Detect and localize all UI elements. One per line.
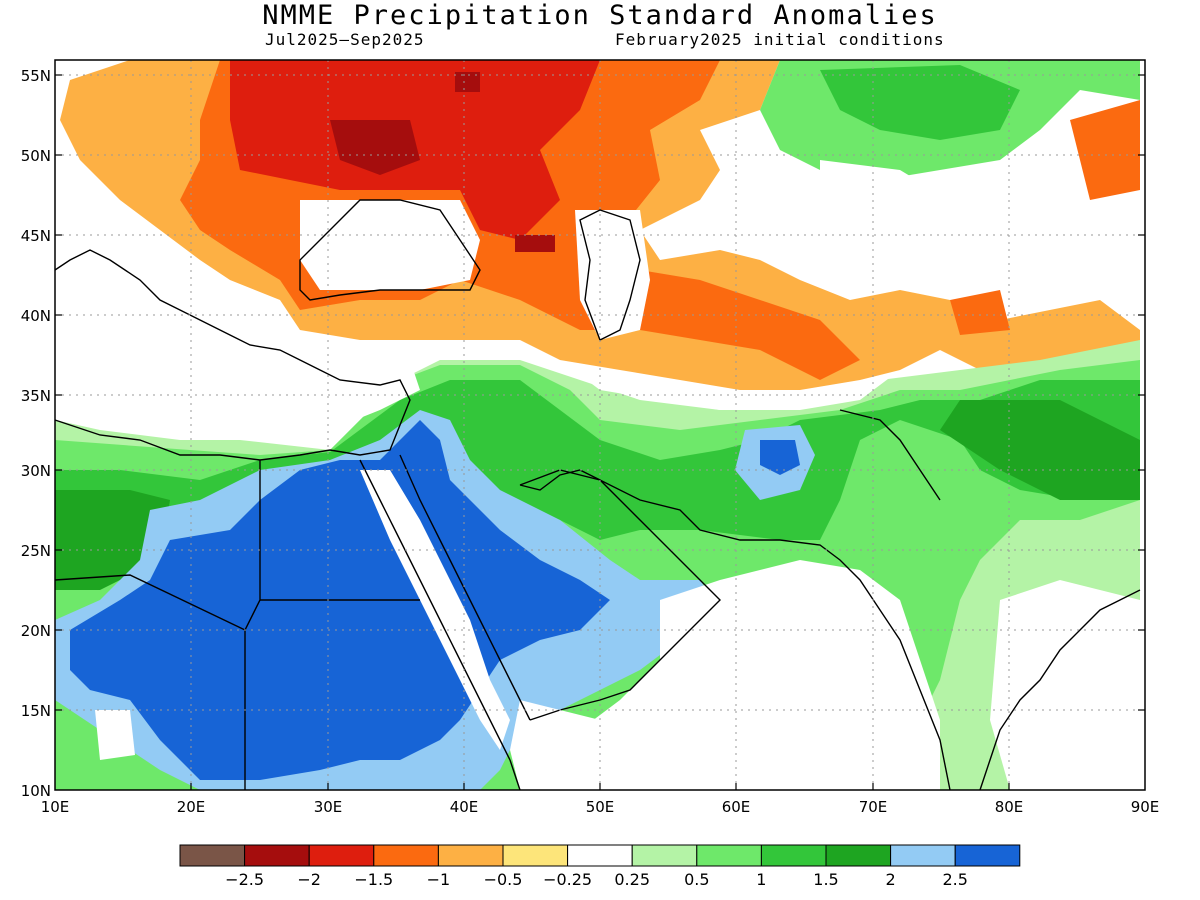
forecast-period: Jul2025–Sep2025 [265, 30, 425, 49]
legend-swatch-12 [954, 844, 1021, 867]
legend-swatch-6 [567, 844, 633, 867]
coastline-persian-gulf [519, 469, 951, 791]
anomaly-field-wet-siberia-core [820, 65, 1020, 140]
legend-swatch-2 [308, 844, 375, 867]
lon-label-60: 60E [722, 798, 751, 816]
lat-label-35: 35N [21, 387, 51, 405]
legend-swatch-7 [631, 844, 698, 867]
legend-label-8: 1 [756, 870, 766, 889]
coastline-black-sea [299, 199, 481, 301]
anomaly-field-dry-max-3 [515, 235, 555, 252]
legend-label-0: −2.5 [225, 870, 264, 889]
anomaly-field-extreme-wet-pakistan [760, 440, 800, 475]
lat-label-30: 30N [21, 462, 51, 480]
legend-swatch-8 [696, 844, 762, 867]
legend-swatch-0 [179, 844, 246, 867]
coastlines [54, 199, 1141, 791]
legend-swatch-4 [437, 844, 504, 867]
anomaly-field-normal-bay-bengal [990, 580, 1140, 790]
lat-labels: 55N 50N 45N 40N 35N 30N 25N 20N 15N 10N [21, 67, 51, 800]
lon-labels: 10E 20E 30E 40E 50E 60E 70E 80E 90E [41, 798, 1160, 816]
anomaly-field-normal-caspian [575, 210, 650, 340]
legend-label-6: 0.25 [614, 870, 650, 889]
color-legend: −2.5 −2 −1.5 −1 −0.5 −0.25 0.25 0.5 1 1.5 2 2.5 [179, 844, 1021, 889]
anomaly-field-dry-tibet [950, 290, 1010, 335]
legend-label-9: 1.5 [813, 870, 838, 889]
lat-label-50: 50N [21, 147, 51, 165]
lat-label-20: 20N [21, 622, 51, 640]
lat-label-15: 15N [21, 702, 51, 720]
coastline-mediterranean [54, 249, 411, 461]
coastline-arabia [519, 469, 721, 721]
coastline-horn-africa [509, 759, 521, 791]
anomaly-field-normal-east-africa [510, 700, 640, 790]
anomaly-field-normal-west-africa [95, 710, 135, 760]
lon-label-20: 20E [177, 798, 206, 816]
coastline-red-sea [359, 459, 511, 761]
lat-label-25: 25N [21, 542, 51, 560]
anomaly-field-normal-black-sea [300, 200, 480, 290]
coastline-caspian [579, 209, 641, 341]
legend-swatch-3 [373, 844, 439, 867]
chart-title: NMME Precipitation Standard Anomalies [262, 0, 938, 31]
legend-swatch-11 [890, 844, 956, 867]
lon-ticks [190, 783, 1010, 790]
lat-label-10: 10N [21, 782, 51, 800]
legend-label-11: 2.5 [942, 870, 967, 889]
initial-conditions: February2025 initial conditions [615, 30, 945, 49]
lon-label-10: 10E [41, 798, 70, 816]
legend-label-3: −1 [427, 870, 451, 889]
legend-swatch-5 [502, 844, 569, 867]
anomaly-field-dry-east [1070, 100, 1140, 200]
anomaly-field-dry-max-2 [455, 72, 480, 92]
lon-label-90: 90E [1131, 798, 1160, 816]
lat-label-45: 45N [21, 227, 51, 245]
lon-label-50: 50E [586, 798, 615, 816]
legend-label-5: −0.25 [543, 870, 592, 889]
legend-label-7: 0.5 [684, 870, 709, 889]
border-india-pakistan [839, 409, 941, 501]
anomaly-field-normal-iran [560, 360, 900, 410]
lat-label-55: 55N [21, 67, 51, 85]
legend-label-10: 2 [886, 870, 896, 889]
lat-ticks [55, 74, 1145, 711]
coastline-india [979, 589, 1141, 791]
anomaly-field-dry-max-1 [330, 120, 420, 175]
gridlines [55, 60, 1145, 790]
lon-label-40: 40E [450, 798, 479, 816]
lon-label-30: 30E [314, 798, 343, 816]
lat-label-40: 40N [21, 307, 51, 325]
legend-label-1: −2 [297, 870, 321, 889]
legend-swatch-10 [825, 844, 892, 867]
anomaly-field-normal-mediterranean [55, 330, 420, 440]
border-chad [54, 574, 246, 631]
legend-swatch-1 [244, 844, 310, 867]
coastline-red-sea-east [399, 454, 531, 721]
legend-label-2: −1.5 [354, 870, 393, 889]
anomaly-field-wet-north-hole [820, 160, 950, 215]
anomaly-field-wet-india-strong [940, 400, 1140, 500]
lon-label-70: 70E [859, 798, 888, 816]
legend-swatch-9 [760, 844, 827, 867]
legend-label-4: −0.5 [484, 870, 523, 889]
lon-label-80: 80E [995, 798, 1024, 816]
